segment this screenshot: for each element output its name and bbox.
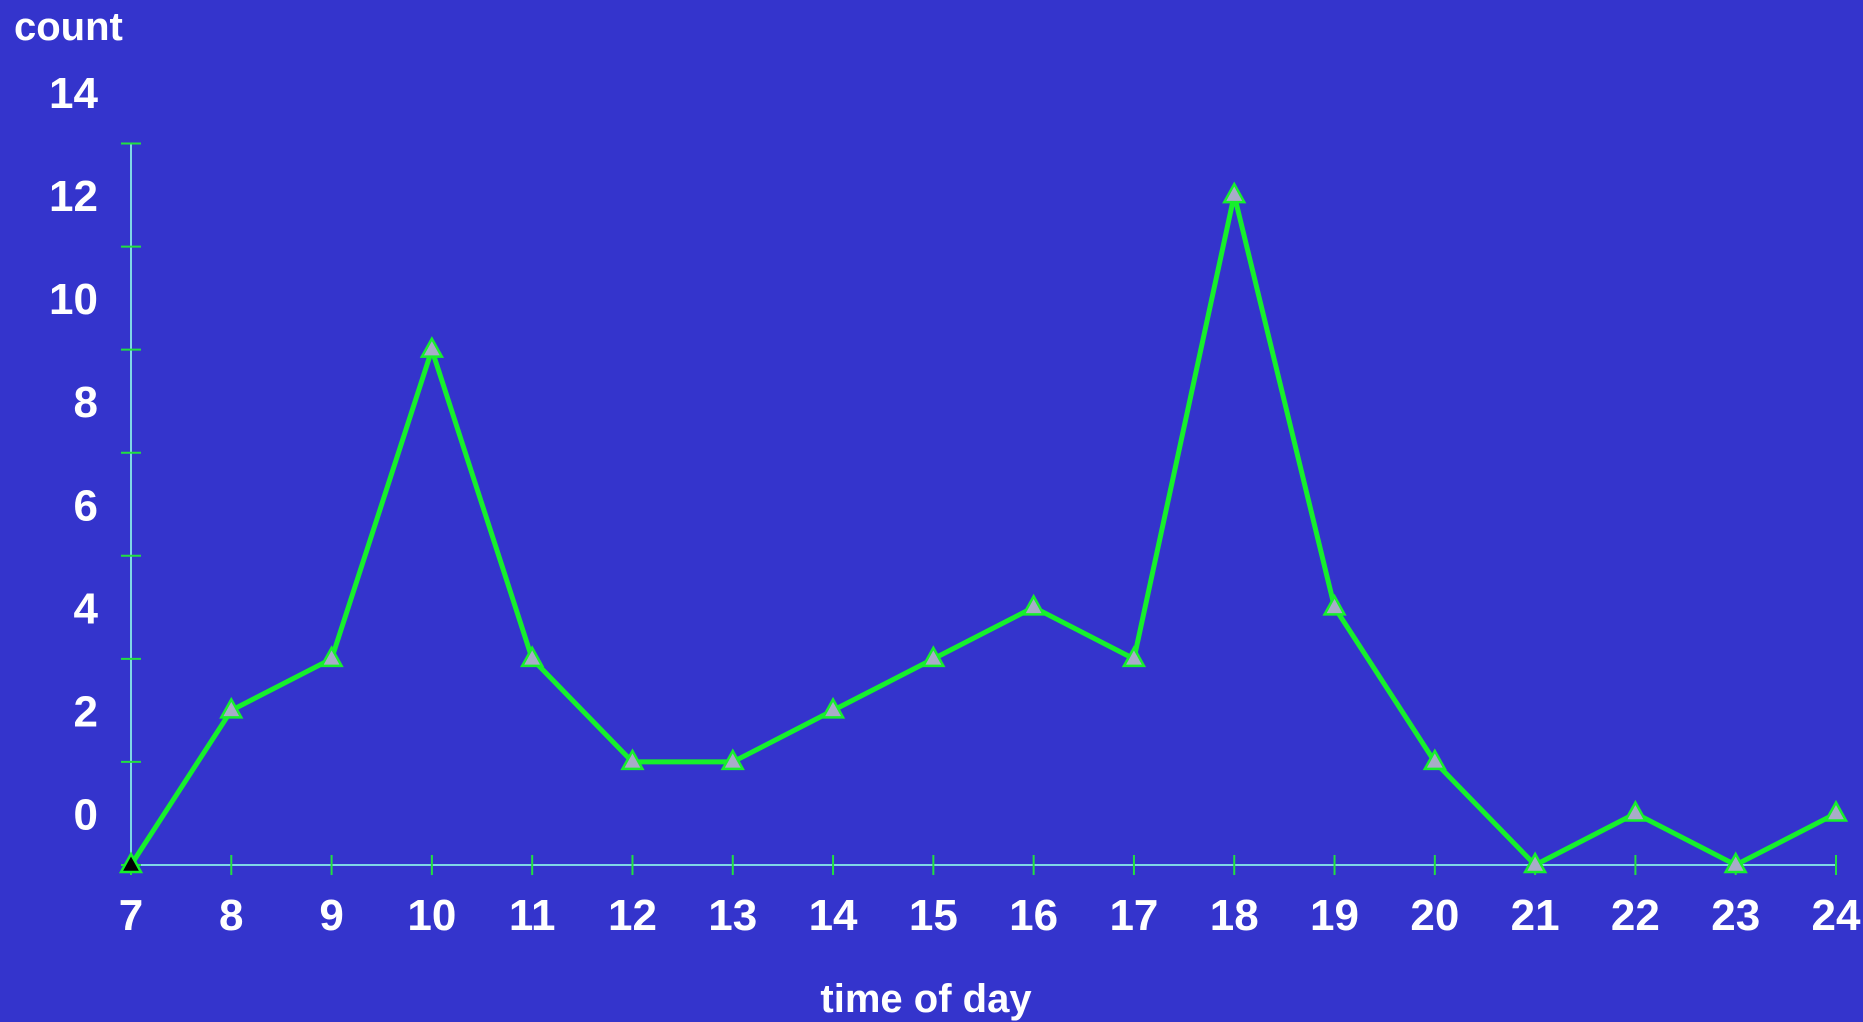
x-tick-label: 7 <box>119 891 143 940</box>
y-tick-label: 10 <box>49 275 98 324</box>
x-tick-label: 13 <box>708 891 757 940</box>
x-tick-label: 18 <box>1210 891 1259 940</box>
data-point-marker <box>720 748 745 771</box>
x-axis-title: time of day <box>820 977 1032 1021</box>
x-tick-label: 24 <box>1812 891 1861 940</box>
data-point-marker <box>219 696 244 719</box>
y-tick-label: 14 <box>49 69 98 118</box>
x-tick-label: 9 <box>319 891 343 940</box>
y-tick-label: 0 <box>74 790 98 839</box>
x-tick-label: 23 <box>1711 891 1760 940</box>
x-tick-label: 16 <box>1009 891 1058 940</box>
data-point-marker <box>1422 748 1447 771</box>
x-tick-label: 21 <box>1511 891 1560 940</box>
x-tick-label: 11 <box>509 891 556 940</box>
data-point-marker <box>1322 593 1347 616</box>
x-tick-label: 8 <box>219 891 243 940</box>
data-point-marker <box>820 696 846 719</box>
data-point-marker <box>1222 181 1247 204</box>
x-tick-label: 10 <box>407 891 456 940</box>
data-point-marker <box>1121 645 1147 668</box>
y-tick-label: 6 <box>74 481 98 530</box>
axes <box>121 142 1837 875</box>
data-point-marker <box>921 645 946 668</box>
y-tick-labels: 0 2 4 6 8 10 12 14 <box>49 69 98 839</box>
y-tick-label: 2 <box>74 687 98 736</box>
data-point-marker <box>1522 851 1548 874</box>
y-tick-label: 12 <box>49 172 98 221</box>
y-tick-label: 4 <box>74 584 99 633</box>
x-tick-label: 22 <box>1611 891 1660 940</box>
series-line <box>128 194 1838 869</box>
x-tick-label: 15 <box>909 891 958 940</box>
data-point-marker <box>1823 799 1849 822</box>
y-tick-label: 8 <box>74 378 98 427</box>
x-tick-label: 19 <box>1310 891 1359 940</box>
x-tick-label: 17 <box>1109 891 1158 940</box>
data-point-marker <box>319 645 344 668</box>
data-point-marker <box>1623 799 1648 822</box>
y-axis-title: count <box>14 5 123 49</box>
data-point-marker <box>520 645 545 668</box>
x-tick-label: 12 <box>608 891 657 940</box>
x-tick-labels: 7 8 9 10 11 12 13 14 15 16 17 18 19 20 21 22 23 24 <box>119 891 1861 940</box>
data-point-marker <box>1021 593 1046 616</box>
data-series <box>118 181 1849 874</box>
data-point-marker <box>419 336 445 358</box>
x-tick-label: 20 <box>1410 891 1459 940</box>
x-tick-label: 14 <box>809 891 858 940</box>
data-point-marker <box>620 748 645 771</box>
data-point-marker <box>1723 851 1748 874</box>
data-point-marker <box>118 851 144 874</box>
